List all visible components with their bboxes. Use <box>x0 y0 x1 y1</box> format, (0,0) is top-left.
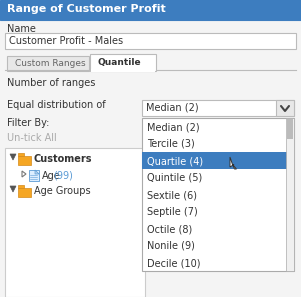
Text: Customer Profit - Males: Customer Profit - Males <box>9 36 123 46</box>
Bar <box>142 152 294 169</box>
Bar <box>5 33 296 49</box>
Bar <box>287 119 293 139</box>
Text: Equal distribution of: Equal distribution of <box>7 100 106 110</box>
Text: Nonile (9): Nonile (9) <box>147 241 195 251</box>
Polygon shape <box>10 154 16 160</box>
Text: Name: Name <box>7 24 36 34</box>
Bar <box>18 156 31 165</box>
Bar <box>29 170 39 181</box>
Text: Median (2): Median (2) <box>147 122 200 132</box>
Bar <box>90 54 156 71</box>
Polygon shape <box>35 170 39 174</box>
Bar <box>276 100 294 116</box>
Bar <box>5 148 145 297</box>
Bar <box>18 185 24 188</box>
Text: Tercile (3): Tercile (3) <box>147 139 195 149</box>
Text: Filter By:: Filter By: <box>7 118 49 128</box>
Bar <box>286 118 294 271</box>
Text: Custom Ranges: Custom Ranges <box>15 59 85 68</box>
Bar <box>0 0 301 20</box>
Text: Quantile: Quantile <box>97 58 141 67</box>
Bar <box>18 188 31 197</box>
Text: Septile (7): Septile (7) <box>147 207 198 217</box>
Text: Quartile (4): Quartile (4) <box>147 156 203 166</box>
Text: Decile (10): Decile (10) <box>147 258 200 268</box>
Text: Un-tick All: Un-tick All <box>7 133 57 143</box>
Text: (99): (99) <box>53 171 73 181</box>
Bar <box>18 153 24 156</box>
Bar <box>91 69 155 72</box>
Polygon shape <box>10 186 16 192</box>
Text: Customers: Customers <box>34 154 92 164</box>
Text: Range of Customer Profit: Range of Customer Profit <box>7 4 166 14</box>
Text: Sextile (6): Sextile (6) <box>147 190 197 200</box>
Text: Median (2): Median (2) <box>146 103 199 113</box>
Text: Number of ranges: Number of ranges <box>7 78 95 88</box>
Polygon shape <box>230 157 237 169</box>
Bar <box>7 56 89 71</box>
Text: Quintile (5): Quintile (5) <box>147 173 202 183</box>
Text: Age Groups: Age Groups <box>34 186 91 196</box>
Bar <box>142 118 294 271</box>
Text: Age: Age <box>42 171 61 181</box>
Bar <box>142 100 294 116</box>
Text: Octile (8): Octile (8) <box>147 224 192 234</box>
